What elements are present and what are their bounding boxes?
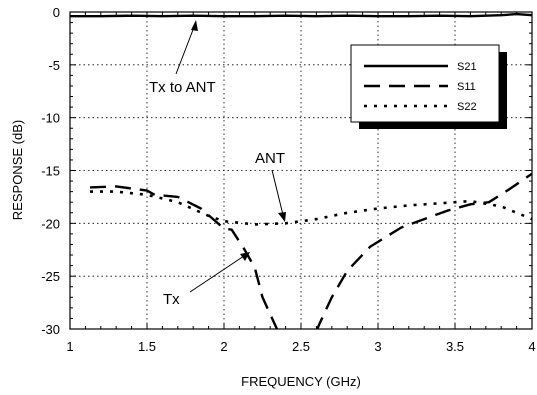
y-tick-label: -5: [48, 58, 60, 73]
grid: [70, 12, 532, 329]
y-axis-title: RESPONSE (dB): [10, 120, 25, 220]
x-tick-labels: 1 1.5 2 2.5 3 3.5 4: [66, 339, 535, 354]
annotation-ant-label: ANT: [255, 150, 285, 167]
annotation-ant-arrow: [271, 169, 285, 220]
annotation-tx-arrowhead: [240, 252, 250, 261]
y-tick-label: -15: [41, 164, 60, 179]
annotation-ant-arrowhead: [278, 212, 286, 222]
annotation-tx-arrow: [189, 253, 248, 293]
series-line-s21: [70, 12, 532, 18]
legend-box: [350, 44, 500, 123]
annotation-tx-label: Tx: [163, 291, 180, 308]
x-tick-label: 3.5: [446, 339, 464, 354]
annotation-tx-to-ant: Tx to ANT: [149, 20, 216, 96]
x-tick-label: 2.5: [292, 339, 310, 354]
legend-label-s22: S22: [457, 101, 477, 113]
annotation-ant: ANT: [255, 150, 286, 222]
y-tick-labels: 0 -5 -10 -15 -20 -25 -30: [41, 5, 60, 337]
x-axis-title: FREQUENCY (GHz): [241, 374, 361, 389]
x-tick-label: 3: [374, 339, 381, 354]
annotation-tx: Tx: [163, 252, 250, 308]
tick-marks: [69, 11, 533, 330]
legend-label-s21: S21: [457, 61, 477, 73]
series-line-s11: [89, 172, 532, 329]
legend: S21 S11 S22: [350, 44, 507, 129]
x-tick-label: 4: [528, 339, 535, 354]
y-tick-label: 0: [53, 5, 60, 20]
y-tick-label: -20: [41, 216, 60, 231]
y-tick-label: -30: [41, 322, 60, 337]
y-tick-label: -25: [41, 269, 60, 284]
x-tick-label: 1: [66, 339, 73, 354]
y-tick-label: -10: [41, 111, 60, 126]
annotation-tx-to-ant-label: Tx to ANT: [149, 79, 216, 96]
x-tick-label: 2: [220, 339, 227, 354]
series-group: [70, 12, 532, 329]
x-tick-label: 1.5: [138, 339, 156, 354]
series-line-s22: [90, 190, 532, 226]
annotation-tx-to-ant-arrow: [175, 21, 197, 75]
legend-label-s11: S11: [457, 81, 476, 93]
annotation-tx-to-ant-arrowhead: [191, 20, 198, 31]
